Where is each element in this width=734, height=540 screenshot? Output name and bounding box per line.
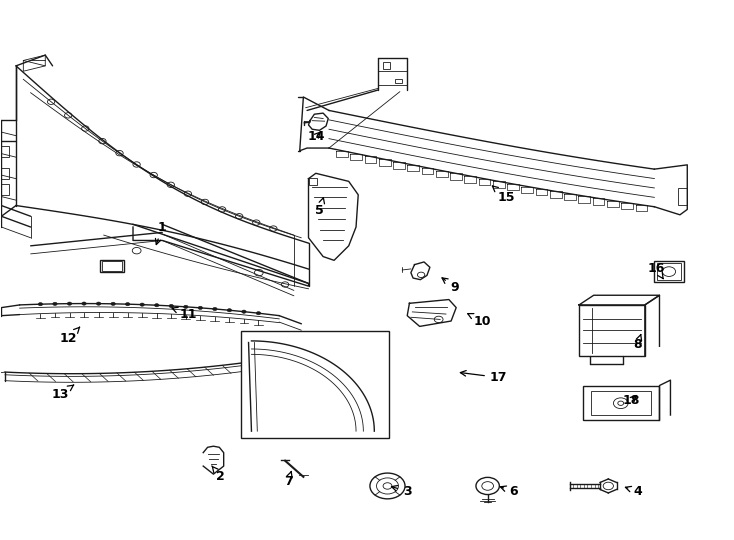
- Text: 2: 2: [212, 466, 225, 483]
- Circle shape: [256, 312, 261, 315]
- Text: 8: 8: [633, 334, 642, 350]
- Bar: [383, 62, 390, 69]
- Text: 7: 7: [283, 471, 292, 488]
- Text: 6: 6: [501, 485, 517, 498]
- Bar: [101, 261, 122, 271]
- Circle shape: [53, 302, 57, 306]
- Circle shape: [169, 305, 173, 308]
- Text: 16: 16: [648, 262, 665, 279]
- Bar: [579, 305, 645, 356]
- Circle shape: [155, 303, 159, 307]
- Circle shape: [241, 310, 246, 313]
- Circle shape: [184, 305, 188, 308]
- Bar: [657, 263, 680, 280]
- Bar: [592, 391, 651, 415]
- Bar: [0, 168, 9, 179]
- Text: 13: 13: [51, 385, 74, 401]
- Bar: [241, 331, 389, 437]
- Text: 15: 15: [493, 186, 515, 204]
- Text: 9: 9: [442, 278, 459, 294]
- Bar: [677, 188, 686, 205]
- Text: 17: 17: [460, 370, 507, 384]
- Bar: [655, 261, 683, 282]
- Text: 3: 3: [391, 485, 412, 498]
- Text: 18: 18: [623, 394, 640, 407]
- Circle shape: [126, 302, 130, 306]
- Bar: [100, 260, 123, 272]
- Text: 14: 14: [307, 130, 324, 143]
- Circle shape: [213, 307, 217, 310]
- Circle shape: [96, 302, 101, 305]
- Circle shape: [111, 302, 115, 306]
- Text: 1: 1: [156, 220, 167, 245]
- Bar: [308, 178, 317, 185]
- Circle shape: [82, 302, 86, 305]
- Bar: [583, 386, 659, 421]
- Text: 10: 10: [468, 314, 491, 328]
- Circle shape: [68, 302, 72, 305]
- Text: 12: 12: [60, 327, 79, 345]
- Bar: [395, 79, 402, 83]
- Circle shape: [38, 302, 43, 306]
- Text: 4: 4: [625, 485, 642, 498]
- Circle shape: [228, 309, 232, 312]
- Circle shape: [140, 303, 145, 306]
- Circle shape: [198, 306, 203, 309]
- Text: 5: 5: [315, 198, 324, 218]
- Bar: [0, 146, 9, 157]
- Bar: [0, 184, 9, 195]
- Text: 11: 11: [172, 307, 197, 321]
